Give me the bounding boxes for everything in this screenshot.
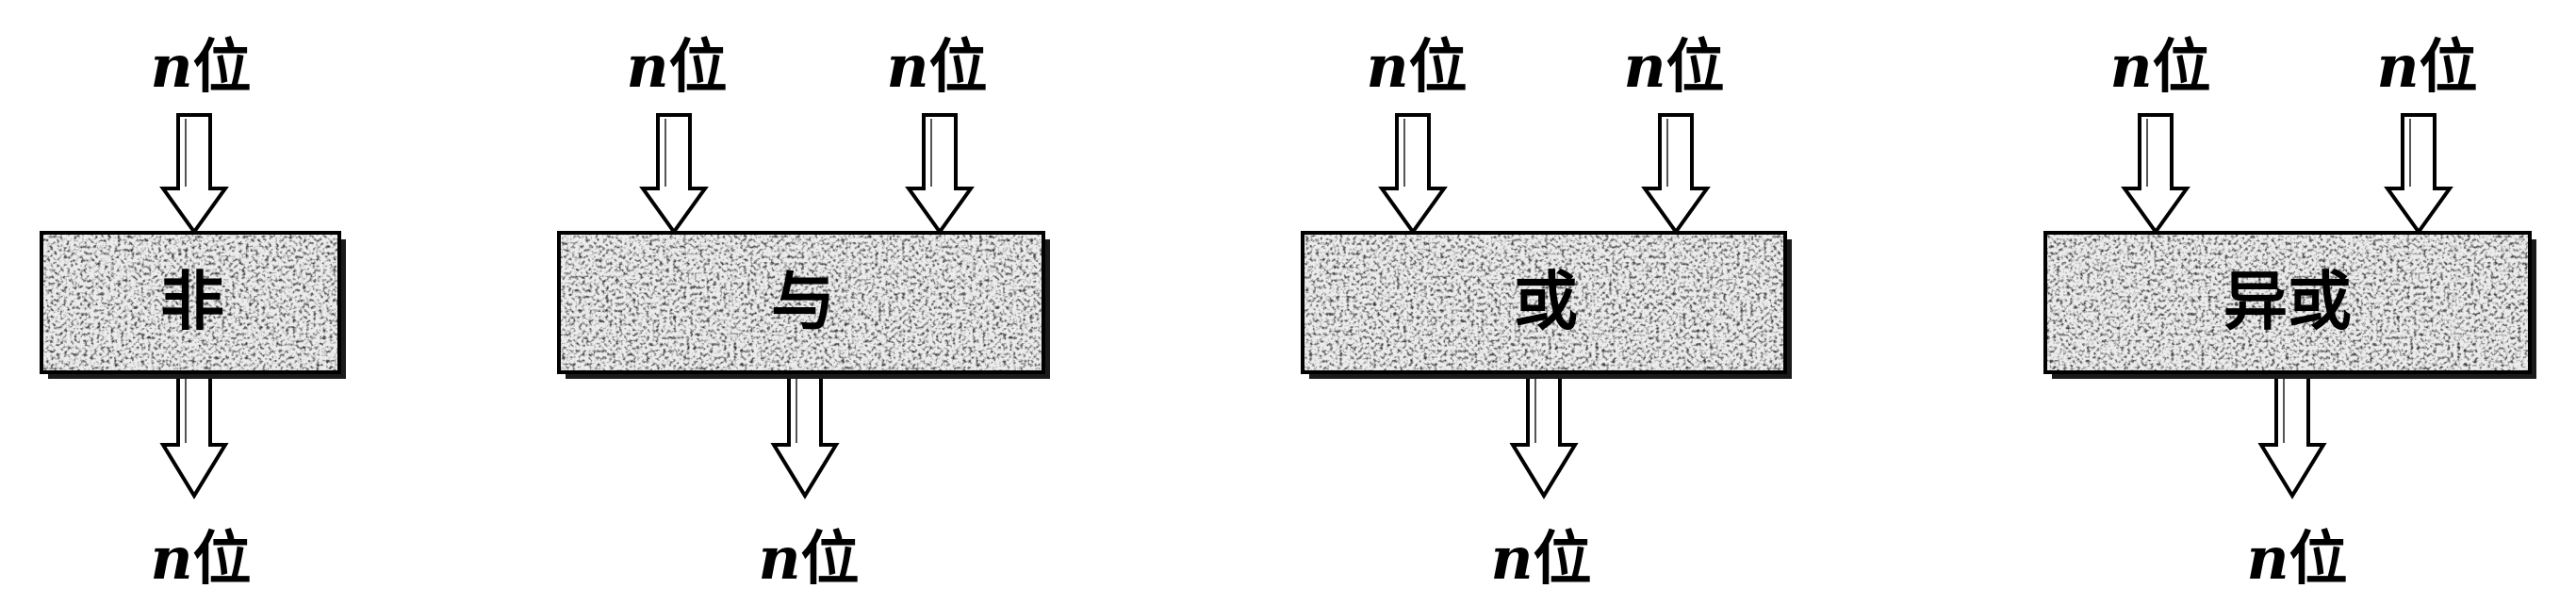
input-bit-label: n位 bbox=[2109, 32, 2210, 101]
bit-width-variable: n bbox=[1623, 32, 1665, 101]
bit-width-variable: n bbox=[1366, 32, 1408, 101]
bit-width-variable: n bbox=[2376, 32, 2419, 101]
bit-width-variable: n bbox=[2109, 32, 2152, 101]
output-bit-label: n位 bbox=[758, 524, 859, 593]
gate-box bbox=[40, 231, 341, 374]
gate-box-fill bbox=[2045, 233, 2530, 372]
gate-or: n位 n位 或 n位 bbox=[1301, 32, 1792, 593]
bit-unit: 位 bbox=[193, 524, 252, 593]
bit-unit: 位 bbox=[1409, 32, 1468, 101]
input-bit-label: n位 bbox=[150, 32, 251, 101]
bit-unit: 位 bbox=[669, 32, 728, 101]
bit-width-variable: n bbox=[150, 524, 192, 593]
gate-xor: n位 n位 异或 n位 bbox=[2043, 32, 2536, 593]
gate-and: n位 n位 与 n位 bbox=[557, 32, 1050, 593]
input-arrow bbox=[1378, 113, 1448, 236]
input-bit-label: n位 bbox=[1366, 32, 1467, 101]
input-arrow bbox=[2121, 113, 2190, 236]
output-bit-label: n位 bbox=[150, 524, 251, 593]
gate-box bbox=[1301, 231, 1787, 374]
input-bit-label: n位 bbox=[2376, 32, 2477, 101]
bit-unit: 位 bbox=[1666, 32, 1725, 101]
input-bit-label: n位 bbox=[886, 32, 987, 101]
output-arrow bbox=[1509, 366, 1579, 499]
bit-unit: 位 bbox=[193, 32, 252, 101]
bit-width-variable: n bbox=[2246, 524, 2289, 593]
gate-label-xor: 异或 bbox=[2223, 266, 2352, 340]
input-bit-label: n位 bbox=[626, 32, 727, 101]
gate-label-not: 非 bbox=[160, 266, 224, 340]
input-arrow bbox=[1641, 113, 1711, 236]
input-arrow bbox=[639, 113, 709, 236]
bit-width-variable: n bbox=[758, 524, 800, 593]
input-arrow bbox=[2384, 113, 2453, 236]
output-arrow bbox=[770, 366, 840, 499]
bit-unit: 位 bbox=[1534, 524, 1592, 593]
input-arrow bbox=[905, 113, 975, 236]
output-arrow bbox=[159, 366, 229, 499]
gate-box-fill bbox=[1303, 233, 1785, 372]
bit-width-variable: n bbox=[886, 32, 928, 101]
bit-unit: 位 bbox=[2289, 524, 2348, 593]
gate-box-fill bbox=[41, 233, 339, 372]
gate-label-and: 与 bbox=[771, 266, 835, 340]
gate-box bbox=[2043, 231, 2532, 374]
input-arrow bbox=[159, 113, 229, 236]
output-bit-label: n位 bbox=[1490, 524, 1591, 593]
bit-unit: 位 bbox=[2420, 32, 2478, 101]
bit-unit: 位 bbox=[801, 524, 860, 593]
bit-width-variable: n bbox=[150, 32, 192, 101]
gate-box-fill bbox=[559, 233, 1043, 372]
gate-label-or: 或 bbox=[1514, 266, 1578, 340]
bit-width-variable: n bbox=[1490, 524, 1533, 593]
output-arrow bbox=[2257, 366, 2327, 499]
bit-unit: 位 bbox=[2153, 32, 2211, 101]
output-bit-label: n位 bbox=[2246, 524, 2347, 593]
input-bit-label: n位 bbox=[1623, 32, 1724, 101]
gate-not: n位 非 n位 bbox=[40, 32, 346, 593]
bit-unit: 位 bbox=[929, 32, 988, 101]
bit-width-variable: n bbox=[626, 32, 668, 101]
gate-box bbox=[557, 231, 1045, 374]
